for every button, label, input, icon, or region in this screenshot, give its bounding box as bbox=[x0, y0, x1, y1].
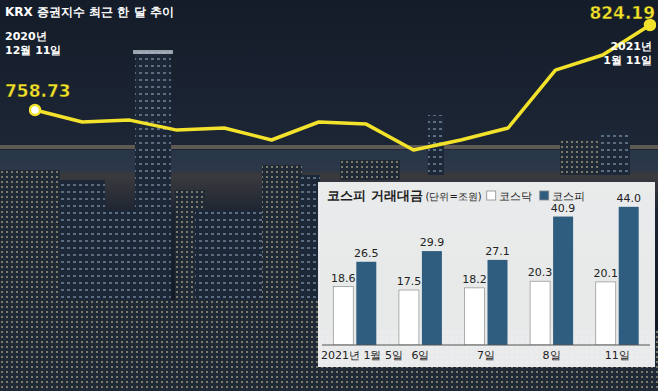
building bbox=[600, 130, 630, 175]
background bbox=[0, 0, 658, 391]
index-line bbox=[35, 25, 650, 150]
data-label: 29.9 bbox=[420, 236, 445, 249]
data-label: 27.1 bbox=[485, 245, 510, 258]
x-tick-label: 7일 bbox=[477, 349, 495, 362]
bar bbox=[488, 260, 508, 345]
value-label: 824.19 bbox=[589, 3, 655, 23]
data-label: 18.2 bbox=[462, 273, 487, 286]
city-lights bbox=[0, 145, 658, 149]
bar bbox=[465, 288, 485, 345]
bar bbox=[399, 290, 419, 345]
bar-labels: 18.6 26.5 2021년 1월 5일 17.5 29.9 6일 18.2 27.1 7일 2… bbox=[321, 192, 641, 362]
date-line: 12월 11일 bbox=[5, 44, 61, 57]
building bbox=[340, 160, 400, 180]
date-label: 2020년12월 11일 bbox=[5, 30, 61, 57]
date-line: 2021년 bbox=[610, 40, 652, 53]
building bbox=[560, 140, 600, 175]
bar bbox=[356, 262, 376, 345]
chart-title: KRX 증권지수 최근 한 달 추이 bbox=[5, 5, 174, 19]
data-label: 20.1 bbox=[593, 267, 618, 280]
figure: KRX 증권지수 최근 한 달 추이 2020년12월 11일 758.73 2021… bbox=[0, 0, 658, 391]
buildings bbox=[0, 50, 658, 391]
bar bbox=[619, 207, 639, 345]
bar bbox=[333, 287, 353, 345]
data-label: 18.6 bbox=[331, 272, 356, 285]
river bbox=[0, 150, 658, 172]
date-label: 2021년1월 11일 bbox=[603, 40, 652, 67]
bar bbox=[596, 282, 616, 345]
data-label: 44.0 bbox=[616, 192, 641, 205]
data-label: 26.5 bbox=[354, 247, 379, 260]
title-text: 코스피 거래대금 bbox=[327, 188, 423, 203]
data-label: 20.3 bbox=[528, 266, 553, 279]
x-axis bbox=[322, 345, 650, 346]
bar bbox=[422, 251, 442, 345]
x-tick-label: 2021년 1월 5일 bbox=[321, 349, 403, 362]
inset-panel bbox=[318, 182, 655, 367]
bar bbox=[553, 217, 573, 345]
line-plot bbox=[30, 20, 655, 150]
data-label: 40.9 bbox=[551, 202, 576, 215]
building-top bbox=[133, 50, 173, 54]
value-label: 758.73 bbox=[5, 81, 71, 101]
data-label: 17.5 bbox=[397, 275, 422, 288]
legend-swatch bbox=[487, 191, 496, 200]
bar bbox=[530, 281, 550, 345]
inset-title: 코스피 거래대금(단위=조원) bbox=[327, 188, 482, 203]
legend-label: 코스닥 bbox=[499, 190, 532, 203]
x-tick-label: 11일 bbox=[605, 349, 630, 362]
date-line: 2020년 bbox=[5, 30, 47, 43]
legend-swatch bbox=[540, 191, 549, 200]
date-line: 1월 11일 bbox=[603, 54, 652, 67]
subtitle: (단위=조원) bbox=[426, 191, 482, 202]
bar-plot bbox=[333, 207, 638, 345]
point-marker bbox=[30, 105, 40, 115]
x-tick-label: 8일 bbox=[543, 349, 561, 362]
x-tick-label: 6일 bbox=[411, 349, 429, 362]
